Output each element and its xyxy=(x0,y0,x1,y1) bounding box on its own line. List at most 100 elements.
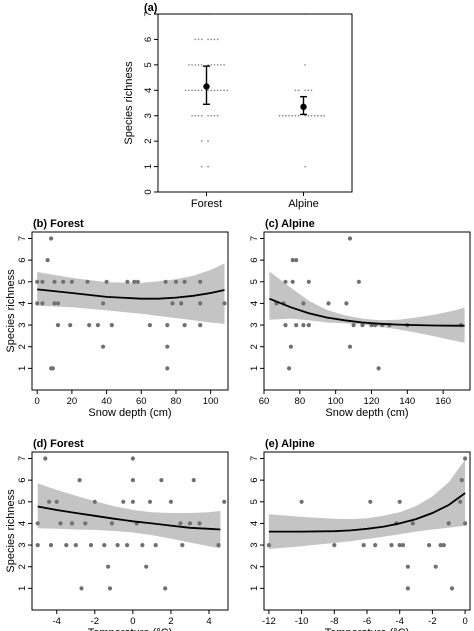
data-point xyxy=(48,543,54,548)
data-point xyxy=(405,586,410,591)
panel-b: (b) Forest 1 2 3 4 5 6 7 0 20 40 60 80 100 Snow depth … xyxy=(5,218,229,419)
x-tick-label: -4 xyxy=(395,616,403,627)
jitter-point xyxy=(220,64,222,66)
jitter-point xyxy=(191,64,193,66)
data-point xyxy=(49,236,54,241)
confidence-band xyxy=(269,271,465,343)
data-point xyxy=(344,301,349,306)
y-tick-label: 4 xyxy=(17,521,28,526)
data-point xyxy=(299,499,304,504)
mean-marker xyxy=(203,83,210,90)
data-point xyxy=(170,301,175,306)
data-point xyxy=(87,323,92,328)
jitter-point xyxy=(188,89,190,92)
data-point xyxy=(165,323,170,328)
data-point xyxy=(463,521,468,526)
data-point xyxy=(222,301,227,306)
y-tick-label: 7 xyxy=(249,456,260,461)
data-point xyxy=(106,564,111,569)
x-tick-label: Alpine xyxy=(288,198,319,210)
x-tick-label: -6 xyxy=(363,616,371,627)
data-point xyxy=(287,366,292,371)
data-point xyxy=(463,456,468,461)
data-point xyxy=(356,279,361,284)
data-point xyxy=(351,323,356,328)
jitter-point xyxy=(194,89,197,92)
data-point xyxy=(58,521,63,526)
data-point xyxy=(73,543,78,548)
jitter-point xyxy=(197,114,200,117)
data-point xyxy=(290,279,295,284)
panel-a: (a) 0 1 2 3 4 5 6 7 Forest Alpine Species richness xyxy=(123,2,353,210)
data-point xyxy=(290,258,295,263)
data-point xyxy=(360,323,365,328)
jitter-point xyxy=(216,89,219,92)
plot-frame xyxy=(157,13,353,193)
data-point xyxy=(294,323,299,328)
data-point xyxy=(115,543,120,548)
data-point xyxy=(373,543,378,548)
data-point xyxy=(45,258,50,263)
jitter-point xyxy=(213,114,216,117)
panel-title: (b) Forest xyxy=(33,218,84,230)
x-tick-label: 4 xyxy=(206,616,211,627)
jitter-point xyxy=(207,89,209,92)
y-tick-label: 7 xyxy=(249,236,260,241)
data-point xyxy=(198,301,203,306)
y-tick-label: 6 xyxy=(17,257,28,262)
data-point xyxy=(361,543,366,548)
jitter-point xyxy=(304,89,306,92)
y-tick-label: 2 xyxy=(17,344,28,349)
data-point xyxy=(125,279,130,284)
confidence-band xyxy=(37,263,225,324)
data-point xyxy=(389,543,394,548)
data-point xyxy=(35,301,40,306)
x-tick-label: -10 xyxy=(295,616,309,627)
jitter-point xyxy=(210,64,213,66)
panel-d: (d) Forest 1 2 3 4 5 6 7 -4 -2 0 2 4 Temperature (°C)… xyxy=(5,438,229,631)
data-point xyxy=(35,521,40,526)
y-tick-label: 5 xyxy=(17,279,28,284)
data-point xyxy=(69,279,74,284)
jitter-point xyxy=(304,114,306,117)
y-tick-label: 2 xyxy=(143,138,154,143)
y-tick-label: 5 xyxy=(249,499,260,504)
data-point xyxy=(121,499,126,504)
data-point xyxy=(88,543,94,548)
data-point xyxy=(168,499,173,504)
y-tick-label: 0 xyxy=(143,189,154,194)
data-point xyxy=(410,521,415,526)
y-tick-label: 5 xyxy=(17,499,28,504)
jitter-point xyxy=(304,64,306,66)
x-tick-label: 0 xyxy=(462,616,467,627)
confidence-band xyxy=(268,459,466,549)
y-tick-label: 5 xyxy=(249,279,260,284)
jitter-point xyxy=(200,114,203,117)
data-point xyxy=(306,323,311,328)
x-tick-label: 80 xyxy=(171,396,182,407)
jitter-point xyxy=(210,89,213,92)
jitter-point xyxy=(200,64,203,66)
data-point xyxy=(347,344,353,349)
y-tick-label: 4 xyxy=(17,301,28,306)
jitter-point xyxy=(317,114,319,117)
jitter-point xyxy=(307,114,310,117)
jitter-point xyxy=(216,38,219,41)
jitter-point xyxy=(288,114,290,117)
data-point xyxy=(47,499,52,504)
data-point xyxy=(109,323,114,328)
x-tick-label: -2 xyxy=(91,616,99,627)
data-point xyxy=(427,543,432,548)
jitter-point xyxy=(307,89,310,92)
data-point xyxy=(163,586,168,591)
data-point xyxy=(132,279,137,284)
jitter-point xyxy=(210,38,213,41)
data-point xyxy=(144,564,149,569)
jitter-point xyxy=(210,114,213,117)
data-point xyxy=(85,279,90,284)
panel-title: (e) Alpine xyxy=(265,438,315,450)
data-point xyxy=(52,279,57,284)
jitter-point xyxy=(220,89,222,92)
y-tick-label: 6 xyxy=(143,37,154,42)
x-tick-label: 2 xyxy=(168,616,173,627)
